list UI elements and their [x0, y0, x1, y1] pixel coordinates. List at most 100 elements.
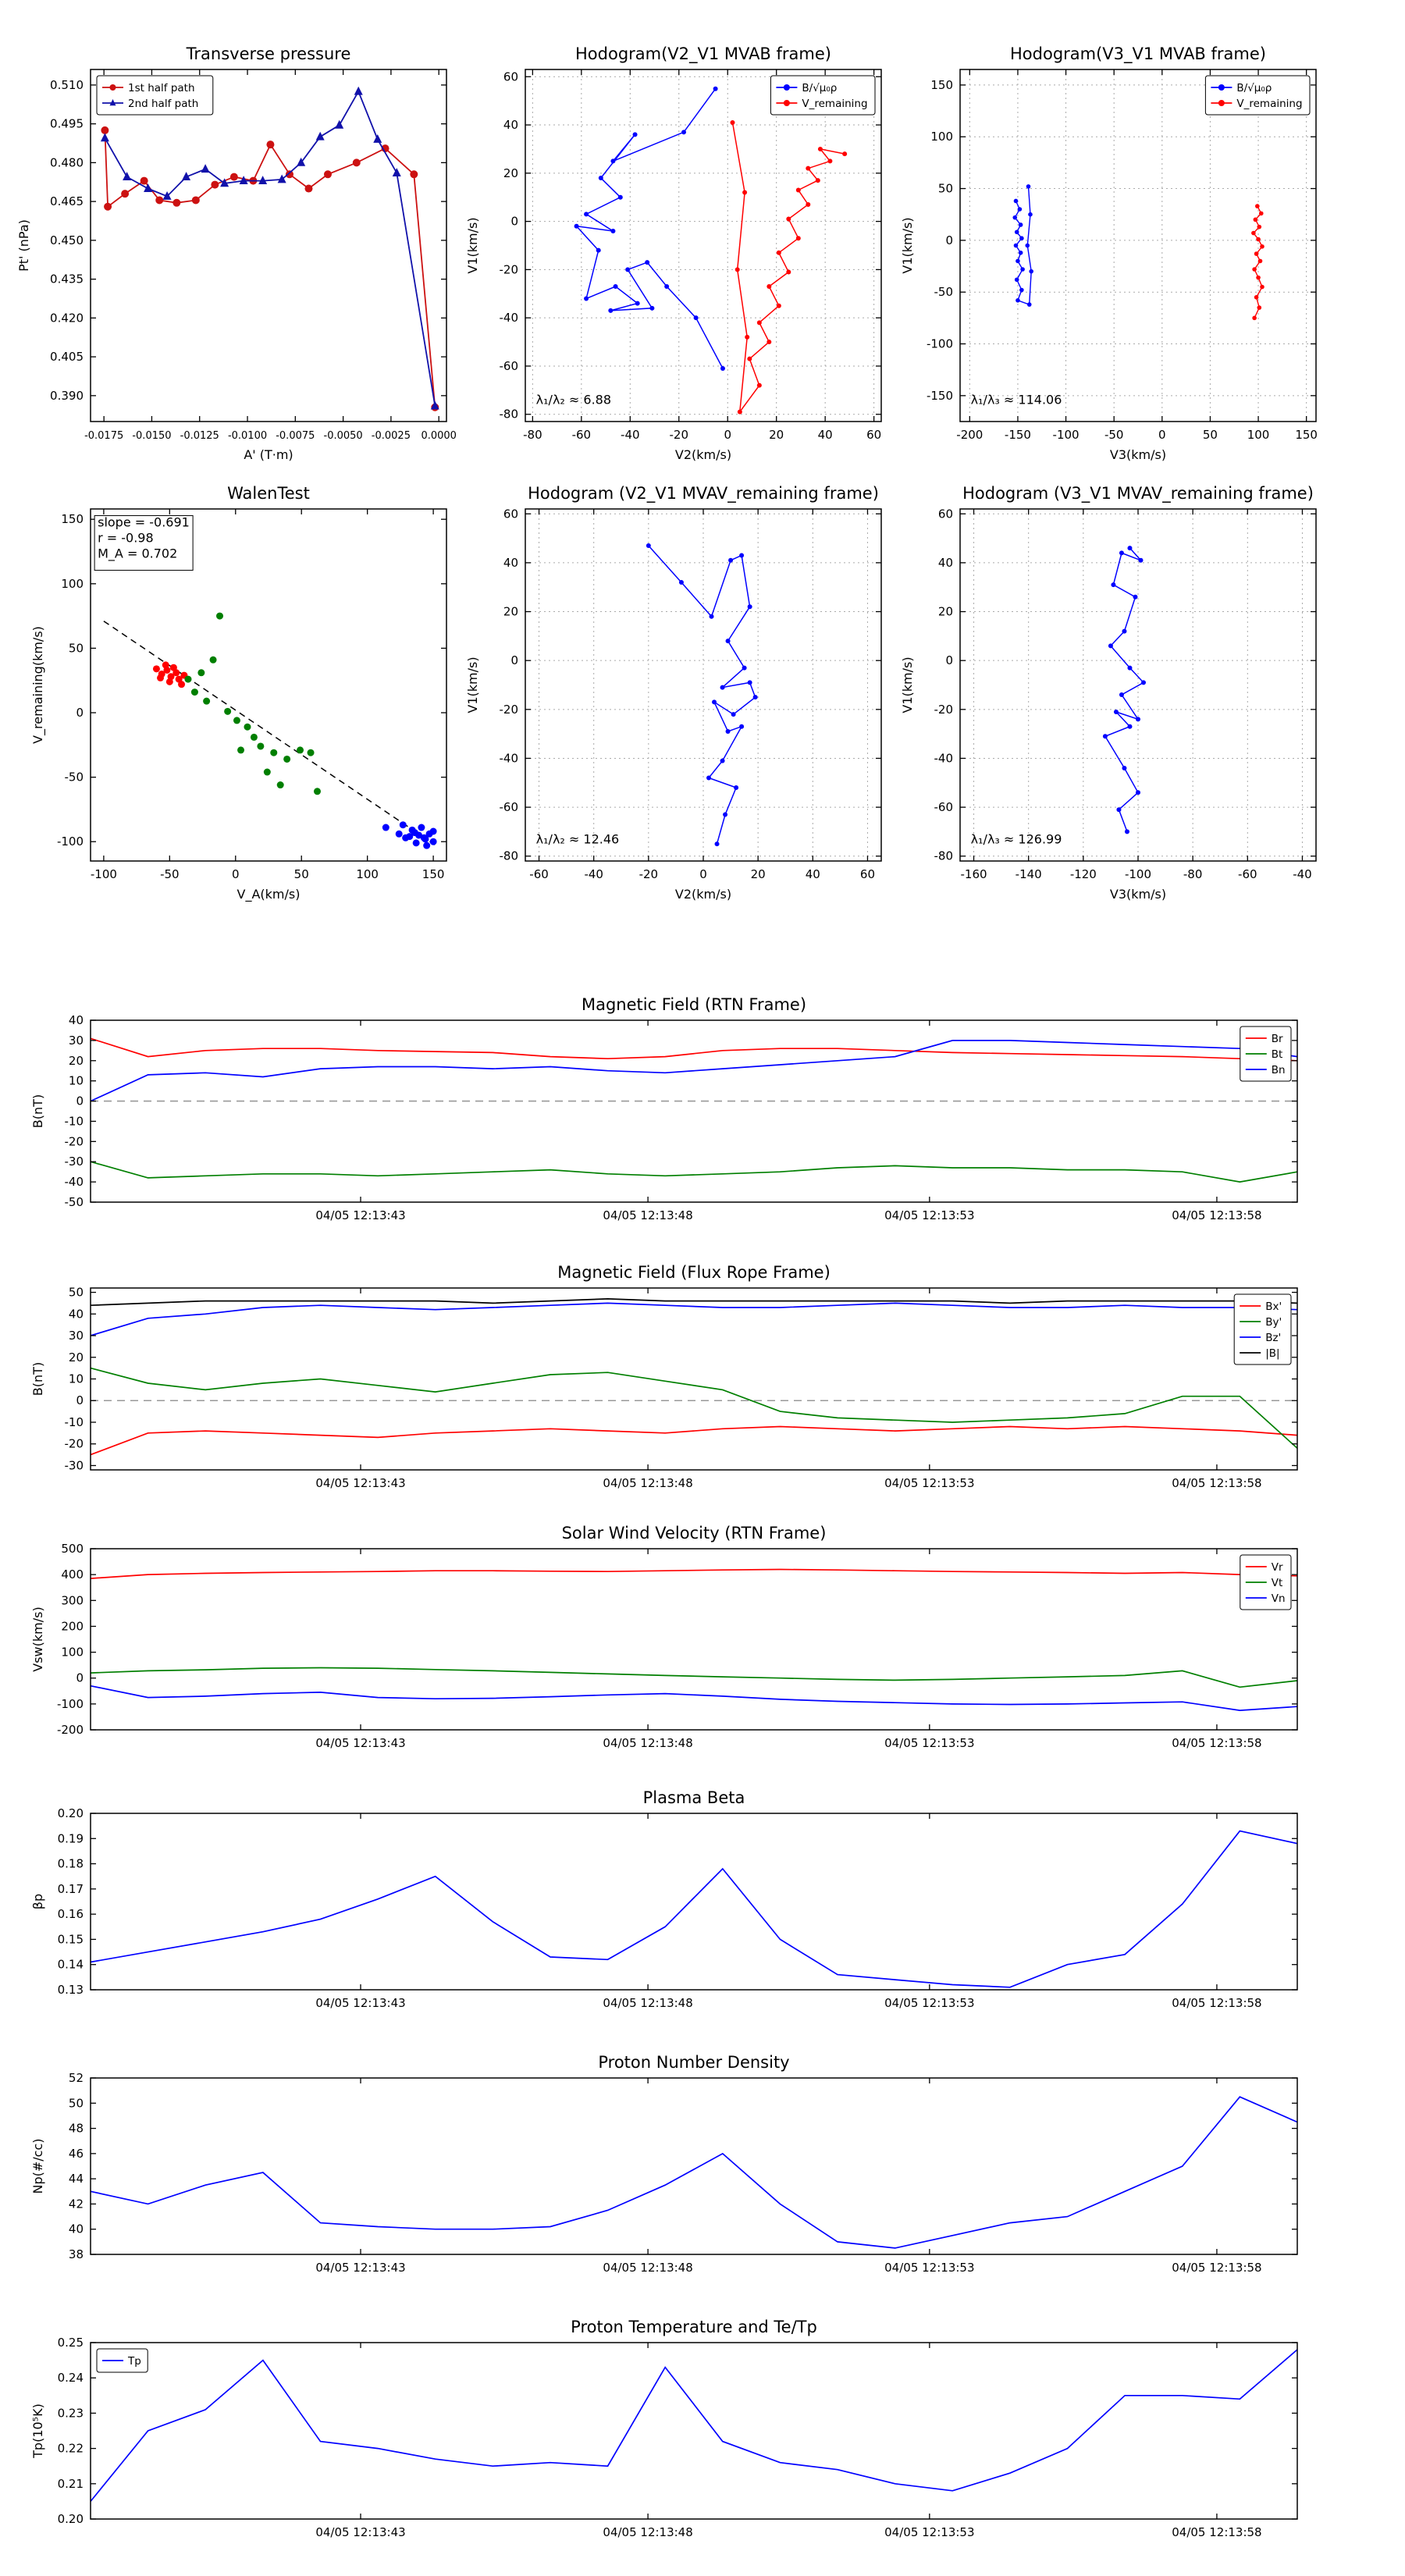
chart-title: Hodogram(V2_V1 MVAB frame) — [575, 44, 831, 64]
chart-title: WalenTest — [227, 484, 310, 503]
y-tick-label: -30 — [65, 1155, 84, 1169]
y-tick-label: 0 — [76, 1393, 84, 1407]
chart-title: Magnetic Field (RTN Frame) — [582, 995, 806, 1014]
legend-label: 2nd half path — [128, 98, 198, 110]
y-axis-label: V_remaining(km/s) — [30, 626, 46, 744]
y-tick-label: 0.19 — [58, 1831, 84, 1845]
x-tick-label: -80 — [1183, 867, 1203, 881]
x-tick-label: 40 — [806, 867, 820, 881]
y-tick-label: -100 — [57, 834, 84, 849]
y-tick-label: 0 — [76, 706, 84, 720]
y-tick-label: -40 — [500, 311, 519, 325]
y-axis-label: V1(km/s) — [465, 656, 480, 713]
x-tick-label: 0.0000 — [421, 430, 457, 442]
chart-title: Hodogram (V2_V1 MVAV_remaining frame) — [528, 484, 879, 503]
x-tick-label: -150 — [1005, 428, 1031, 442]
legend: B/√μ₀ρ V_remaining — [770, 75, 876, 116]
x-tick-label: -80 — [523, 428, 542, 442]
y-tick-label: 30 — [69, 1329, 84, 1343]
y-tick-label: 44 — [69, 2172, 84, 2186]
legend: Bx' By' Bz' |B| — [1233, 1293, 1292, 1365]
y-tick-label: -80 — [500, 849, 519, 863]
x-tick-label: 04/05 12:13:48 — [603, 1736, 692, 1750]
y-tick-label: -30 — [65, 1458, 84, 1472]
y-tick-label: 40 — [69, 1013, 84, 1027]
y-tick-label: 0.480 — [50, 155, 84, 169]
y-tick-label: -10 — [65, 1114, 84, 1128]
y-tick-label: -100 — [927, 337, 953, 351]
y-tick-label: 400 — [61, 1567, 84, 1582]
x-tick-label: -20 — [639, 867, 659, 881]
y-axis-label: Tp(10⁵K) — [30, 2403, 45, 2459]
chart-title: Plasma Beta — [643, 1788, 745, 1807]
y-tick-label: 0.495 — [50, 117, 84, 131]
x-tick-label: 60 — [860, 867, 875, 881]
x-tick-label: -0.0125 — [180, 430, 219, 442]
y-tick-label: 20 — [503, 166, 518, 180]
y-tick-label: 50 — [69, 1286, 84, 1300]
y-tick-label: 20 — [69, 1054, 84, 1068]
x-tick-label: 0 — [699, 867, 707, 881]
y-tick-label: 0.15 — [58, 1932, 84, 1946]
legend-label: By' — [1265, 1316, 1282, 1329]
x-tick-label: -60 — [1238, 867, 1257, 881]
x-axis-label: V2(km/s) — [675, 887, 731, 902]
x-tick-label: 04/05 12:13:58 — [1172, 1476, 1261, 1490]
y-tick-label: 0.14 — [58, 1958, 84, 1972]
y-tick-label: 0.13 — [58, 1983, 84, 1997]
y-tick-label: -60 — [500, 800, 519, 814]
y-axis-label: V1(km/s) — [465, 217, 480, 273]
y-tick-label: 0.420 — [50, 311, 84, 325]
x-tick-label: 20 — [751, 867, 766, 881]
legend-label: Bz' — [1265, 1332, 1281, 1344]
x-tick-label: -0.0075 — [276, 430, 315, 442]
y-tick-label: 0 — [945, 233, 953, 247]
x-tick-label: 04/05 12:13:53 — [884, 2525, 974, 2539]
y-tick-label: 40 — [503, 556, 518, 570]
y-tick-label: 0.20 — [58, 1806, 84, 1820]
y-tick-label: -50 — [65, 770, 84, 785]
x-tick-label: -0.0025 — [372, 430, 411, 442]
y-tick-label: 150 — [61, 512, 84, 526]
y-tick-label: 50 — [69, 641, 84, 655]
x-tick-label: 04/05 12:13:48 — [603, 2525, 692, 2539]
legend-label: |B| — [1265, 1347, 1279, 1360]
x-tick-label: 150 — [1295, 428, 1318, 442]
chart-title: Proton Temperature and Te/Tp — [571, 2318, 817, 2336]
y-tick-label: -20 — [65, 1437, 84, 1451]
x-axis-label: V_A(km/s) — [237, 887, 301, 902]
chart-proton-number-density: 04/05 12:13:43 04/05 12:13:48 04/05 12:13:… — [30, 2053, 1298, 2275]
y-tick-label: 0 — [510, 653, 518, 667]
y-tick-label: 10 — [69, 1372, 84, 1386]
x-tick-label: -50 — [1104, 428, 1124, 442]
y-tick-label: -80 — [500, 407, 519, 422]
legend-label: Vr — [1272, 1561, 1283, 1574]
legend-label: Bx' — [1265, 1300, 1282, 1313]
y-tick-label: 0 — [76, 1671, 84, 1685]
y-tick-label: 150 — [930, 78, 953, 92]
x-tick-label: 100 — [356, 867, 379, 881]
y-tick-label: 0.22 — [58, 2442, 84, 2456]
legend-label: Tp — [127, 2355, 141, 2368]
x-tick-label: -20 — [670, 428, 689, 442]
x-tick-label: 100 — [1247, 428, 1270, 442]
x-tick-label: -60 — [529, 867, 549, 881]
x-tick-label: -160 — [961, 867, 987, 881]
chart-proton-temperature: 04/05 12:13:43 04/05 12:13:48 04/05 12:13:… — [30, 2318, 1298, 2539]
y-tick-label: 0.25 — [58, 2336, 84, 2350]
chart-hodogram-v3v1-mvav: -160 -140 -120 -100 -80 -60 -40 -80 -60 -40 -20 0 20… — [900, 484, 1317, 902]
chart-hodogram-v3v1-mvab: -200 -150 -100 -50 0 50 100 150 -150 -100 -50 0 50 10… — [900, 44, 1318, 462]
x-tick-label: 60 — [866, 428, 881, 442]
x-tick-label: 04/05 12:13:58 — [1172, 2525, 1261, 2539]
y-axis-label: B(nT) — [30, 1094, 45, 1128]
chart-title: Proton Number Density — [598, 2053, 789, 2072]
chart-magnetic-field-flux-rope: 04/05 12:13:43 04/05 12:13:48 04/05 12:13:… — [30, 1263, 1298, 1490]
x-tick-label: 04/05 12:13:43 — [315, 1996, 405, 2010]
y-tick-label: 40 — [938, 556, 953, 570]
legend-label: V_remaining — [1236, 98, 1302, 110]
y-axis-label: V1(km/s) — [900, 656, 915, 713]
series-group — [90, 1568, 1298, 1711]
y-tick-label: 60 — [503, 69, 518, 84]
x-tick-label: -40 — [584, 867, 603, 881]
x-tick-label: -40 — [1293, 867, 1312, 881]
